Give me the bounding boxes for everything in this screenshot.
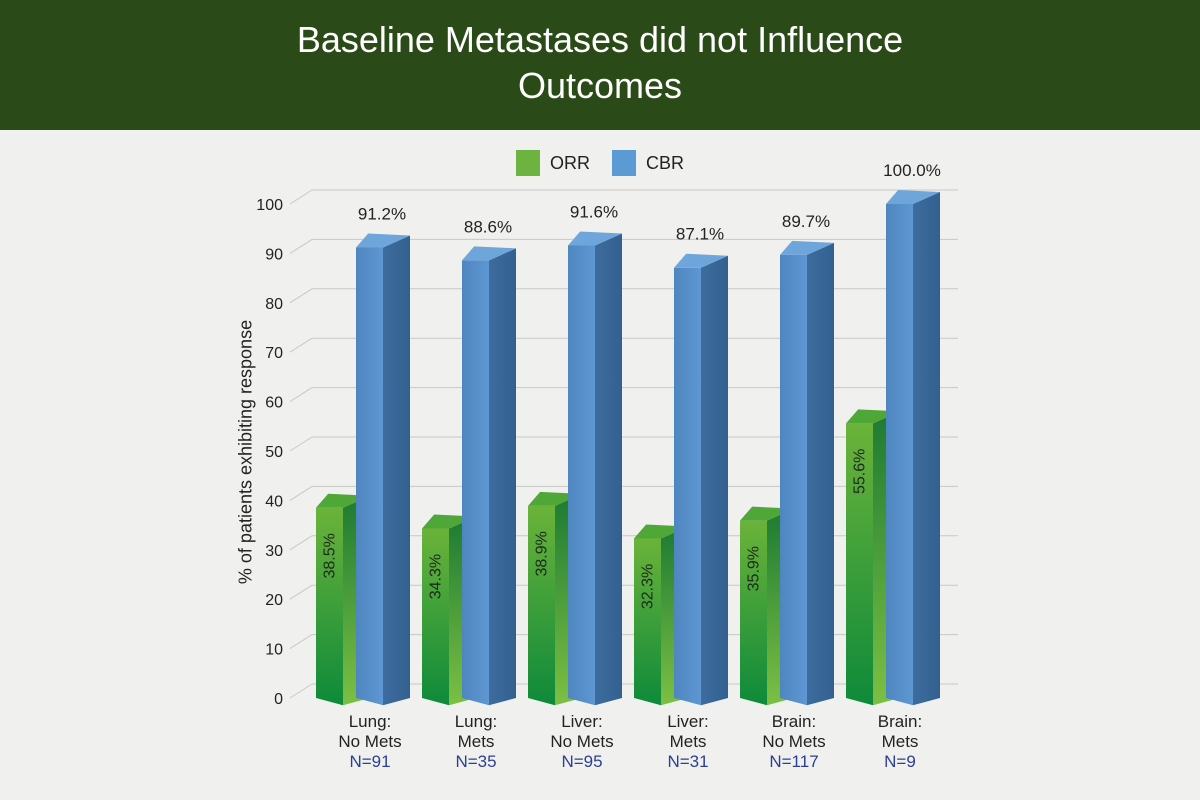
category-label: Lung: No Mets N=91 xyxy=(310,712,430,772)
bar-top xyxy=(462,246,516,261)
y-tick-label: 100 xyxy=(256,197,283,214)
cbr-bar-2 xyxy=(568,231,622,706)
y-tick-label: 50 xyxy=(265,444,283,461)
bar-top xyxy=(780,240,834,255)
orr-data-label: 34.3% xyxy=(428,554,445,599)
category-n: N=117 xyxy=(769,752,819,771)
bar-front xyxy=(568,245,595,706)
category-name: No Mets xyxy=(550,732,614,751)
y-tick-label: 80 xyxy=(265,296,283,313)
category-name: Lung: xyxy=(454,712,498,731)
category-name: Liver: xyxy=(561,712,603,731)
bar-front xyxy=(422,528,449,706)
legend: ORR CBR xyxy=(0,150,1200,176)
category-name: Lung: xyxy=(348,712,392,731)
y-tick-label: 90 xyxy=(265,246,283,263)
bar-front xyxy=(886,204,913,706)
legend-swatch-orr xyxy=(515,150,540,176)
y-tick-label: 0 xyxy=(274,691,283,708)
category-n: N=31 xyxy=(667,752,709,771)
category-n: N=9 xyxy=(884,752,916,771)
legend-label-orr: ORR xyxy=(549,152,590,173)
grid-line-side xyxy=(289,683,313,699)
cbr-bar-1 xyxy=(462,246,516,706)
cbr-data-label: 87.1% xyxy=(676,225,724,244)
legend-label-cbr: CBR xyxy=(645,152,684,173)
grid-line-side xyxy=(289,634,313,650)
bar-side xyxy=(383,235,410,706)
y-tick-label: 40 xyxy=(265,493,283,510)
cbr-data-label: 89.7% xyxy=(782,212,830,231)
bar-front xyxy=(356,247,383,706)
grid-line-side xyxy=(289,238,313,254)
category-label: Lung: Mets N=35 xyxy=(416,712,536,772)
y-tick-label: 60 xyxy=(265,395,283,412)
bar-front xyxy=(780,254,807,706)
cbr-data-label: 91.2% xyxy=(358,204,406,223)
cbr-bar-3 xyxy=(674,253,728,706)
category-label: Liver: Mets N=31 xyxy=(628,712,748,772)
bar-side xyxy=(595,233,622,706)
category-name: Brain: xyxy=(771,712,817,731)
cbr-data-label: 91.6% xyxy=(570,202,618,221)
cbr-bar-0 xyxy=(356,233,410,706)
bar-front xyxy=(634,538,661,706)
title-banner: Baseline Metastases did not Influence Ou… xyxy=(0,0,1200,130)
bar-top xyxy=(674,253,728,268)
category-n: N=95 xyxy=(561,752,603,771)
orr-data-label: 35.9% xyxy=(746,546,763,591)
grid-line-side xyxy=(289,436,313,452)
bar-front xyxy=(674,267,701,706)
grid-line-side xyxy=(289,189,313,205)
category-label: Liver: No Mets N=95 xyxy=(522,712,642,772)
category-label: Brain: Mets N=9 xyxy=(840,712,960,772)
bar-front xyxy=(740,520,767,706)
category-name: Brain: xyxy=(877,712,923,731)
chart-title: Baseline Metastases did not Influence Ou… xyxy=(296,19,904,106)
grid-line-side xyxy=(289,387,313,403)
orr-data-label: 55.6% xyxy=(852,449,869,494)
grid-line-side xyxy=(289,288,313,304)
grid-line-side xyxy=(289,535,313,551)
orr-data-label: 32.3% xyxy=(640,564,657,609)
bar-front xyxy=(316,507,343,706)
bar-top xyxy=(356,233,410,248)
cbr-data-label: 100.0% xyxy=(883,161,941,180)
bar-side xyxy=(701,255,728,706)
orr-data-label: 38.5% xyxy=(322,533,339,578)
legend-item-cbr: CBR xyxy=(611,150,684,176)
cbr-bar-4 xyxy=(780,240,834,706)
category-name: No Mets xyxy=(338,732,402,751)
category-name: Mets xyxy=(457,732,495,751)
grid-line-side xyxy=(289,485,313,501)
legend-swatch-cbr xyxy=(611,150,636,176)
cbr-bar-5 xyxy=(886,190,940,706)
legend-item-orr: ORR xyxy=(515,150,590,176)
y-tick-label: 20 xyxy=(265,592,283,609)
bar-side xyxy=(913,192,940,706)
cbr-data-label: 88.6% xyxy=(464,217,512,236)
category-label: Brain: No Mets N=117 xyxy=(734,712,854,772)
orr-data-label: 38.9% xyxy=(534,531,551,576)
bar-front xyxy=(528,505,555,706)
y-tick-label: 70 xyxy=(265,345,283,362)
category-n: N=35 xyxy=(455,752,497,771)
category-name: Liver: xyxy=(667,712,709,731)
category-name: No Mets xyxy=(762,732,826,751)
bar-front xyxy=(462,260,489,706)
grid-line-side xyxy=(289,584,313,600)
bar-top xyxy=(568,231,622,246)
y-tick-label: 10 xyxy=(265,642,283,659)
bar-side xyxy=(489,248,516,706)
grid-line-side xyxy=(289,337,313,353)
bar-top xyxy=(886,190,940,204)
category-name: Mets xyxy=(669,732,707,751)
bar-front xyxy=(846,423,873,706)
bar-side xyxy=(807,242,834,706)
category-n: N=91 xyxy=(349,752,391,771)
category-name: Mets xyxy=(881,732,919,751)
y-tick-label: 30 xyxy=(265,543,283,560)
